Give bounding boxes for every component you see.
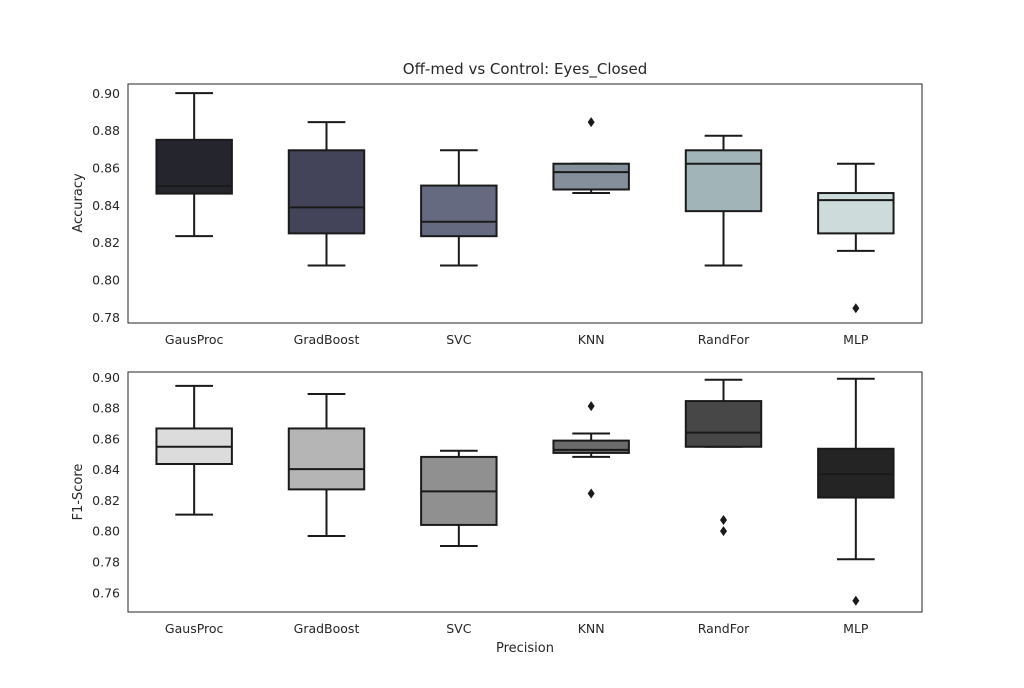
x-tick-label: SVC: [446, 332, 471, 347]
y-tick-label: 0.84: [92, 198, 120, 213]
f1-score-plot-frame: [127, 371, 923, 613]
x-tick-label: RandFor: [698, 621, 750, 636]
chart-title: Off-med vs Control: Eyes_Closed: [403, 60, 647, 79]
box: [287, 427, 366, 491]
y-tick-label: 0.78: [92, 310, 120, 325]
accuracy-plot-frame: [127, 83, 923, 324]
box: [420, 184, 498, 238]
x-tick-label: SVC: [446, 621, 471, 636]
y-tick-label: 0.78: [92, 555, 120, 570]
y-tick-label: 0.88: [92, 123, 120, 138]
x-tick-label: MLP: [843, 621, 869, 636]
outlier-point: [587, 401, 595, 412]
y-axis-label-accuracy: Accuracy: [71, 173, 86, 233]
y-tick-label: 0.88: [92, 401, 120, 416]
outlier-point: [720, 515, 727, 525]
y-tick-label: 0.80: [92, 524, 120, 539]
outlier-point: [852, 595, 860, 606]
x-tick-label: GradBoost: [294, 332, 360, 347]
box: [155, 138, 233, 195]
f1-score-marks: 0.76 0.78 0.80 0.82 0.84 0.86 0.88 0.90 GausProc…: [92, 370, 895, 636]
box: [287, 149, 366, 235]
x-tick-label: KNN: [578, 621, 605, 636]
x-tick-label: KNN: [578, 332, 605, 347]
y-tick-label: 0.90: [92, 370, 120, 385]
y-tick-label: 0.82: [92, 493, 120, 508]
box: [552, 162, 630, 191]
box: [552, 439, 630, 454]
box: [684, 400, 763, 448]
outlier-point: [720, 526, 727, 537]
outlier-point: [587, 488, 595, 499]
y-tick-label: 0.90: [92, 86, 120, 101]
box: [817, 447, 895, 499]
y-tick-label: 0.86: [92, 161, 120, 176]
accuracy-panel: Off-med vs Control: Eyes_Closed Accuracy…: [71, 60, 923, 347]
box: [684, 149, 763, 213]
outlier-point: [587, 117, 595, 128]
outlier-point: [852, 303, 860, 314]
x-tick-label: RandFor: [698, 332, 750, 347]
y-tick-label: 0.76: [92, 585, 120, 600]
x-tick-label: GausProc: [165, 332, 224, 347]
y-tick-label: 0.80: [92, 273, 120, 288]
x-tick-label: GausProc: [165, 621, 224, 636]
x-axis-label-precision: Precision: [496, 641, 554, 656]
y-axis-label-f1-score: F1-Score: [71, 464, 86, 521]
x-tick-label: GradBoost: [294, 621, 360, 636]
y-tick-label: 0.84: [92, 462, 120, 477]
x-tick-label: MLP: [843, 332, 869, 347]
f1-score-panel: F1-Score Precision 0.760.780.800.820.840…: [71, 370, 923, 656]
accuracy-marks: 0.78 0.80 0.82 0.84 0.86 0.88 0.90 GausProc Grad…: [92, 86, 895, 347]
box: [817, 192, 895, 235]
y-tick-label: 0.86: [92, 431, 120, 446]
y-tick-label: 0.82: [92, 235, 120, 250]
